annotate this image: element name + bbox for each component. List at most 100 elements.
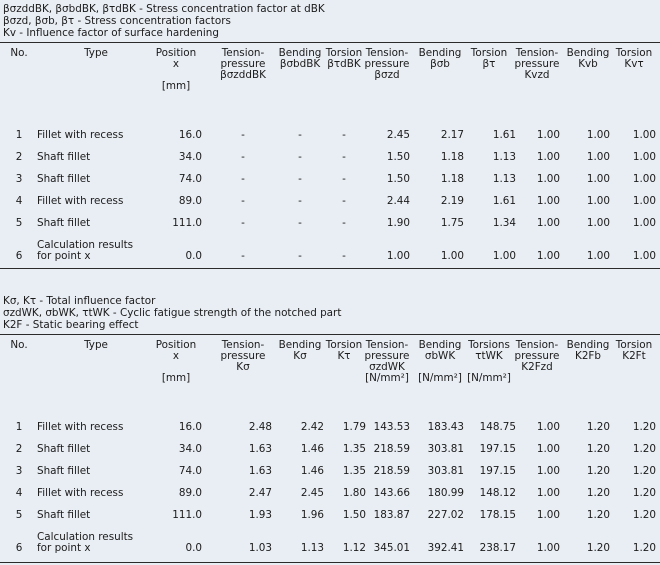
- header-col-8-line-2: βσb: [430, 58, 450, 70]
- table-cell: 1.00: [632, 173, 656, 185]
- table-cell: 1.00: [632, 217, 656, 229]
- table-cell: 1.50: [386, 151, 410, 163]
- header-col-7-line-1: Tension-: [365, 47, 409, 59]
- header-col-12-line-1: Torsion: [615, 47, 653, 59]
- header-col-10-line-1: Tension-: [515, 47, 559, 59]
- table-cell: 1.00: [632, 151, 656, 163]
- header-col-4-line-1: Tension-: [221, 47, 265, 59]
- header-col-10-line-3: Kvzd: [524, 69, 550, 81]
- table-cell: 1.00: [586, 129, 610, 141]
- table-cell: 218.59: [373, 465, 410, 477]
- header-col-7-line-1: Tension-: [365, 339, 409, 351]
- table-cell: 1.00: [632, 195, 656, 207]
- header-col-9-line-1: Torsion: [470, 47, 508, 59]
- table-cell: 1.35: [342, 443, 366, 455]
- header-col-10-line-2: pressure: [514, 58, 560, 70]
- table-cell: 2.45: [300, 487, 324, 499]
- table-cell: 1.61: [492, 129, 516, 141]
- table-cell: 1.20: [632, 542, 656, 554]
- table-cell: 1.00: [536, 542, 560, 554]
- header-col-7-line-2: pressure: [364, 350, 410, 362]
- table-cell: Fillet with recess: [37, 195, 124, 207]
- table-cell: 303.81: [427, 443, 464, 455]
- table-cell: 197.15: [479, 443, 516, 455]
- legend-line-2: βσzd, βσb, βτ - Stress concentration fac…: [3, 15, 231, 27]
- header-col-11-line-1: Bending: [566, 339, 610, 351]
- table-cell: 197.15: [479, 465, 516, 477]
- table-cell: 148.75: [479, 421, 516, 433]
- table-cell: 1.13: [300, 542, 324, 554]
- table-cell: Calculation results: [37, 531, 134, 543]
- table-cell: 148.12: [479, 487, 516, 499]
- legend-line-1: βσzddBK, βσbdBK, βτdBK - Stress concentr…: [3, 3, 325, 15]
- table-cell: 4: [15, 487, 23, 499]
- table-cell: 1.00: [536, 250, 560, 262]
- table-cell: 1.20: [586, 443, 610, 455]
- table-cell: 3: [15, 173, 23, 185]
- table-cell: 1.20: [632, 465, 656, 477]
- table-cell: 1: [15, 421, 23, 433]
- table-1-top-rule: [0, 42, 660, 43]
- table-cell: 345.01: [373, 542, 410, 554]
- header-col-6-line-2: βτdBK: [327, 58, 361, 70]
- table-cell: -: [298, 129, 302, 141]
- table-cell: 1.00: [536, 465, 560, 477]
- table-cell: 1.00: [536, 173, 560, 185]
- table-cell: -: [342, 129, 346, 141]
- header-col-5-line-2: βσbdBK: [279, 58, 321, 70]
- table-2-top-rule: [0, 334, 660, 335]
- table-cell: Shaft fillet: [37, 465, 91, 477]
- table-cell: 2.48: [248, 421, 272, 433]
- header-type-line-1: Type: [84, 47, 108, 59]
- legend-line-6: K2F - Static bearing effect: [3, 319, 139, 331]
- table-cell: 16.0: [178, 129, 202, 141]
- table-cell: 111.0: [172, 509, 202, 521]
- table-cell: 1.34: [492, 217, 516, 229]
- table-cell: 238.17: [479, 542, 516, 554]
- table-cell: Fillet with recess: [37, 487, 124, 499]
- table-cell: 6: [15, 542, 23, 554]
- table-cell: 1.79: [342, 421, 366, 433]
- table-cell: 1.00: [440, 250, 464, 262]
- table-cell: 1.20: [632, 443, 656, 455]
- table-cell: 1.63: [248, 465, 272, 477]
- table-cell: 1.20: [586, 542, 610, 554]
- table-cell: -: [298, 151, 302, 163]
- table-cell: 74.0: [178, 465, 202, 477]
- table-cell: 1.00: [536, 421, 560, 433]
- header-col-9-line-1: Torsions: [468, 339, 510, 351]
- table-cell: 34.0: [178, 443, 202, 455]
- table-cell: 1.20: [632, 421, 656, 433]
- table-cell: 2: [15, 151, 23, 163]
- table-cell: 143.66: [373, 487, 410, 499]
- table-cell: 2.42: [300, 421, 324, 433]
- table-cell: 1.20: [586, 509, 610, 521]
- header-col-12-line-2: K2Ft: [622, 350, 646, 362]
- table-cell: 1.00: [632, 250, 656, 262]
- table-cell: 5: [15, 217, 23, 229]
- table-cell: 74.0: [178, 173, 202, 185]
- header-type-line-1: Type: [84, 339, 108, 351]
- legend-line-4: Kσ, Kτ - Total influence factor: [3, 295, 156, 307]
- table-1-bottom-rule: [0, 268, 660, 269]
- table-cell: 2.19: [440, 195, 464, 207]
- header-col-5-line-2: Kσ: [293, 350, 307, 362]
- table-cell: 1.93: [248, 509, 272, 521]
- table-cell: 183.43: [427, 421, 464, 433]
- table-cell: 1.00: [536, 151, 560, 163]
- table-cell: for point x: [37, 250, 91, 262]
- table-cell: 1.18: [440, 151, 464, 163]
- header-col-5-line-1: Bending: [278, 47, 322, 59]
- table-cell: -: [241, 250, 245, 262]
- table-cell: -: [298, 217, 302, 229]
- table-cell: 1.00: [386, 250, 410, 262]
- header-col-10-line-2: pressure: [514, 350, 560, 362]
- header-col-4-line-2: pressure: [220, 350, 266, 362]
- table-cell: 89.0: [178, 195, 202, 207]
- table-cell: 2.45: [386, 129, 410, 141]
- table-cell: 1.61: [492, 195, 516, 207]
- header-col-4-line-1: Tension-: [221, 339, 265, 351]
- header-col-6-line-1: Torsion: [325, 47, 363, 59]
- table-cell: -: [342, 173, 346, 185]
- table-cell: 1.00: [586, 250, 610, 262]
